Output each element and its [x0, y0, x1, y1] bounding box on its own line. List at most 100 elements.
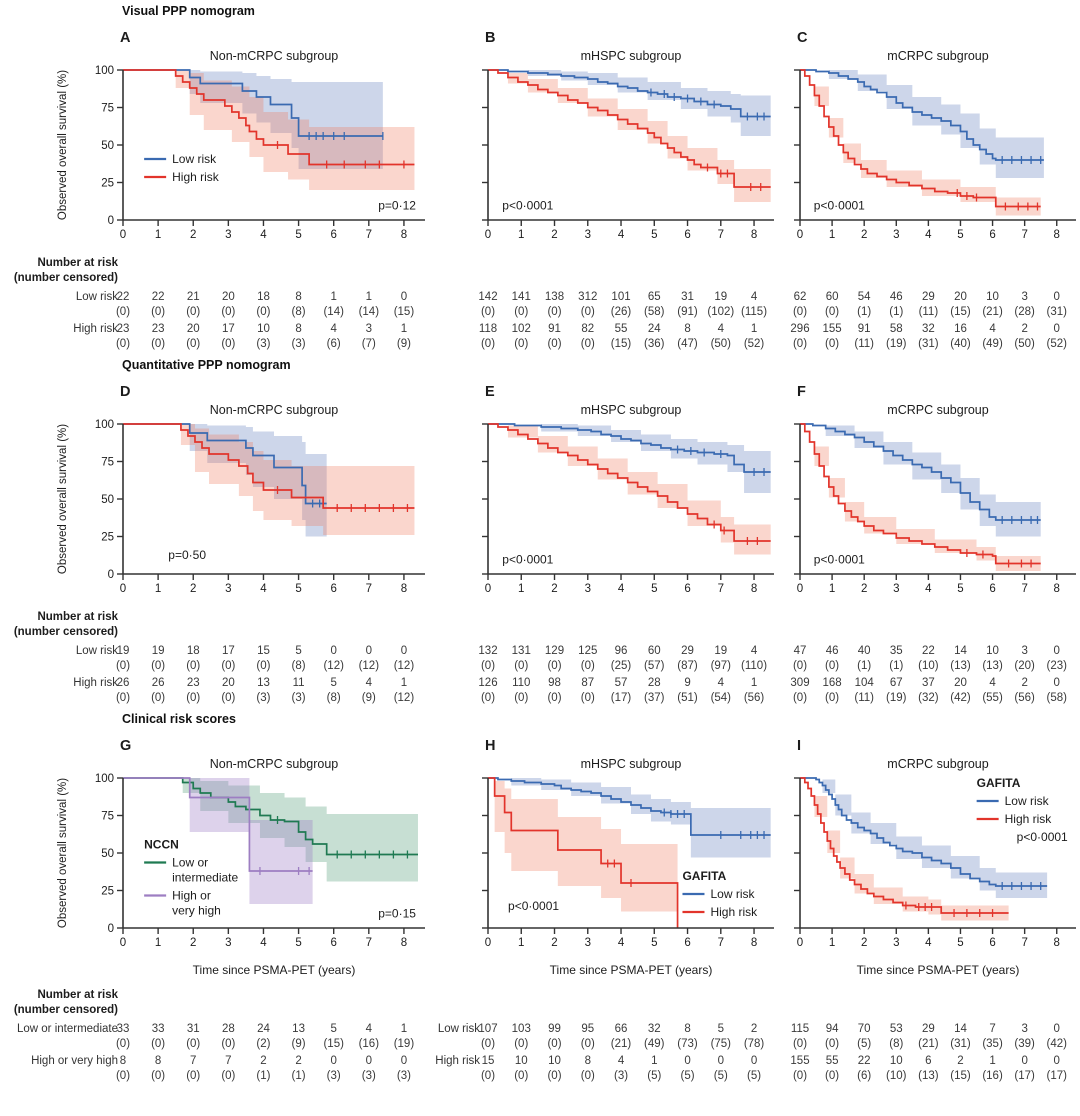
risk-censored: (1): [889, 306, 903, 318]
risk-censored: (0): [581, 1038, 595, 1050]
risk-censored: (0): [256, 306, 270, 318]
risk-censored: (56): [744, 692, 765, 704]
risk-censored: (0): [514, 1070, 528, 1082]
risk-censored: (11): [854, 338, 874, 350]
risk-censored: (0): [116, 660, 130, 672]
x-tick-label: 1: [518, 229, 524, 241]
x-tick-label: 0: [797, 583, 803, 595]
risk-count: 0: [684, 1055, 690, 1067]
risk-count: 17: [222, 645, 235, 657]
risk-count: 31: [681, 291, 694, 303]
confidence-band: [123, 70, 415, 190]
risk-censored: (0): [793, 1070, 807, 1082]
x-tick-label: 4: [618, 583, 625, 595]
risk-count: 126: [478, 677, 497, 689]
risk-censored: (15): [394, 306, 415, 318]
survival-curves: [123, 69, 415, 169]
confidence-bands: [800, 778, 1048, 921]
x-tick-label: 7: [1021, 937, 1027, 949]
risk-count: 60: [826, 291, 839, 303]
risk-count: 24: [257, 1023, 270, 1035]
risk-censored: (13): [982, 660, 1003, 672]
risk-censored: (57): [644, 660, 665, 672]
panel-title: Non-mCRPC subgroup: [210, 403, 339, 417]
risk-censored: (0): [186, 660, 200, 672]
y-tick-label: 0: [108, 923, 114, 935]
risk-count: 309: [790, 677, 809, 689]
risk-censored: (0): [481, 660, 495, 672]
survival-curve: [800, 69, 1044, 161]
risk-count: 4: [330, 323, 337, 335]
survival-curve: [800, 69, 1041, 208]
risk-count: 0: [401, 645, 407, 657]
axes: 0 25 50 75 100 0 1 2 3 4 5 6 7 8: [95, 419, 425, 595]
risk-censored: (7): [362, 338, 376, 350]
section-heading: Clinical risk scores: [122, 712, 236, 726]
survival-curve: [800, 777, 1009, 914]
risk-count: 5: [295, 645, 301, 657]
risk-count: 53: [890, 1023, 903, 1035]
risk-count: 0: [330, 645, 336, 657]
x-tick-label: 7: [1021, 583, 1027, 595]
axes: 0 1 2 3 4 5 6 7 8: [794, 69, 1076, 241]
y-tick-label: 0: [108, 569, 114, 581]
risk-count: 10: [986, 291, 999, 303]
x-tick-label: 7: [718, 583, 724, 595]
risk-header: Number at risk: [37, 989, 118, 1001]
risk-censored: (0): [151, 338, 165, 350]
p-value: p=0·12: [378, 199, 416, 213]
risk-table-f: 47 46 40 35 22 14 10 3 0(0) (0) (1) (1) (10) (13) (13)…: [790, 645, 1067, 704]
risk-censored: (0): [221, 306, 235, 318]
legend-title: GAFITA: [977, 776, 1021, 790]
confidence-bands: [800, 424, 1041, 571]
risk-table-row: Number at risk (number censored) Low risk 1…: [0, 604, 1080, 712]
x-tick-label: 6: [989, 937, 995, 949]
panel-letter: F: [797, 384, 806, 400]
risk-censored: (0): [221, 660, 235, 672]
risk-censored: (78): [744, 1038, 765, 1050]
risk-count: 2: [295, 1055, 301, 1067]
p-value: p<0·0001: [502, 199, 553, 213]
risk-censored: (17): [1014, 1070, 1035, 1082]
confidence-band: [800, 778, 1009, 921]
legend-label: Low risk: [1005, 794, 1050, 808]
risk-censored: (42): [950, 692, 971, 704]
risk-count: 2: [957, 1055, 963, 1067]
risk-count: 1: [330, 291, 336, 303]
risk-censored: (0): [547, 1070, 561, 1082]
x-tick-label: 8: [1054, 937, 1060, 949]
x-tick-label: 7: [718, 937, 724, 949]
risk-count: 296: [790, 323, 809, 335]
risk-censored: (0): [186, 306, 200, 318]
section-quantitative-ppp: Quantitative PPP nomogram 0 25 50 75 100 0 1 2 3…: [0, 358, 1080, 712]
risk-count: 22: [858, 1055, 871, 1067]
risk-count: 118: [479, 323, 497, 335]
x-tick-label: 4: [925, 937, 932, 949]
risk-count: 103: [512, 1023, 531, 1035]
risk-count: 4: [751, 291, 758, 303]
x-tick-label: 0: [120, 937, 126, 949]
risk-censored: (25): [611, 660, 632, 672]
risk-count: 24: [648, 323, 661, 335]
risk-count: 82: [581, 323, 594, 335]
risk-censored: (0): [514, 338, 528, 350]
risk-censored: (0): [514, 692, 528, 704]
survival-curves: [488, 777, 771, 928]
risk-censored: (5): [681, 1070, 695, 1082]
risk-count: 32: [648, 1023, 661, 1035]
risk-count: 65: [648, 291, 661, 303]
section-visual-ppp: Visual PPP nomogram 0 25 50 75 100 0 1 2 3 4 5 6 7 8 A…: [0, 4, 1080, 358]
legend-label: Low risk: [710, 887, 755, 901]
risk-group-label: High or very high: [31, 1055, 118, 1067]
x-tick-label: 1: [829, 583, 835, 595]
risk-group-label: Low risk: [438, 1023, 480, 1035]
risk-censored: (58): [644, 306, 665, 318]
risk-count: 26: [152, 677, 165, 689]
risk-censored: (11): [919, 306, 939, 318]
risk-censored: (9): [292, 1038, 306, 1050]
y-tick-label: 75: [101, 457, 114, 469]
risk-count: 23: [117, 323, 130, 335]
